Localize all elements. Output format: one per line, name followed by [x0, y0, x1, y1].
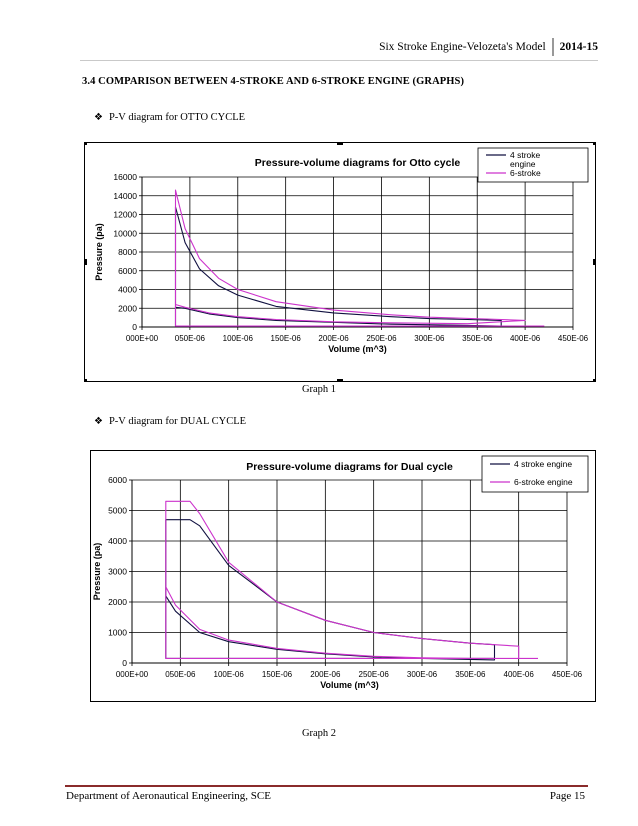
series-line-6-stroke [165, 500, 538, 659]
selection-handle [593, 139, 599, 145]
x-tick-label: 350E-06 [455, 670, 486, 679]
graph-2-caption: Graph 2 [301, 728, 337, 739]
x-axis-title: Volume (m^3) [328, 344, 387, 354]
legend-label: 4 stroke [510, 150, 541, 160]
y-tick-label: 4000 [118, 285, 137, 295]
diamond-bullet-icon: ❖ [94, 112, 103, 123]
y-tick-label: 14000 [113, 191, 137, 201]
dual-cycle-chart: 000E+00 050E-06 100E-06 150E-06 200E-06 250E-… [90, 450, 596, 702]
bullet-dual: ❖ P-V diagram for DUAL CYCLE [94, 416, 246, 427]
y-tick-label: 0 [122, 658, 127, 668]
x-tick-label: 450E-06 [558, 334, 589, 343]
x-tick-label: 200E-06 [318, 334, 349, 343]
selection-handle [337, 379, 343, 385]
y-tick-label: 6000 [108, 475, 127, 485]
legend-label: 4 stroke engine [514, 459, 572, 469]
x-tick-label: 100E-06 [223, 334, 254, 343]
document-title: Six Stroke Engine-Velozeta's Model [379, 41, 546, 53]
x-tick-label: 300E-06 [414, 334, 445, 343]
series-line-4-stroke [174, 206, 502, 327]
footer-page-number: Page 15 [549, 790, 585, 802]
x-tick-label: 400E-06 [504, 670, 535, 679]
y-tick-label: 8000 [118, 247, 137, 257]
series-line-6-stroke [174, 189, 545, 327]
legend-label: 6-stroke [510, 168, 541, 178]
section-title: 3.4 COMPARISON BETWEEN 4-STROKE AND 6-ST… [82, 76, 465, 87]
chart-svg: 000E+00 050E-06 100E-06 150E-06 200E-06 250E-… [81, 139, 599, 385]
selection-handle [81, 379, 87, 385]
selection-handle [593, 259, 599, 265]
y-tick-label: 12000 [113, 210, 137, 220]
x-tick-label: 000E+00 [116, 670, 149, 679]
x-tick-label: 150E-06 [262, 670, 293, 679]
x-tick-label: 100E-06 [214, 670, 245, 679]
bullet-dual-text: P-V diagram for DUAL CYCLE [108, 416, 247, 427]
y-tick-label: 0 [132, 322, 137, 332]
diamond-bullet-icon: ❖ [94, 416, 103, 427]
academic-year: 2014-15 [559, 41, 598, 53]
x-tick-label: 250E-06 [366, 334, 397, 343]
footer-department: Department of Aeronautical Engineering, … [66, 790, 271, 802]
x-tick-label: 050E-06 [175, 334, 206, 343]
x-tick-label: 200E-06 [310, 670, 341, 679]
y-tick-label: 4000 [108, 536, 127, 546]
selection-handle [337, 139, 343, 145]
chart-svg: 000E+00 050E-06 100E-06 150E-06 200E-06 250E-… [90, 450, 596, 702]
running-header: Six Stroke Engine-Velozeta's Model 2014-… [379, 38, 598, 56]
bullet-otto: ❖ P-V diagram for OTTO CYCLE [94, 112, 245, 123]
legend-box [481, 455, 589, 493]
legend-box [477, 147, 589, 183]
x-tick-label: 300E-06 [407, 670, 438, 679]
y-tick-label: 3000 [108, 567, 127, 577]
selection-handle [593, 379, 599, 385]
footer-rule [65, 785, 588, 787]
series-line-4-stroke [165, 519, 496, 661]
y-tick-label: 2000 [118, 303, 137, 313]
y-axis-title: Pressure (pa) [92, 543, 102, 601]
header-rule [80, 60, 598, 61]
x-tick-label: 050E-06 [165, 670, 196, 679]
selection-handle [81, 259, 87, 265]
x-tick-label: 000E+00 [126, 334, 159, 343]
bullet-otto-text: P-V diagram for OTTO CYCLE [108, 112, 246, 123]
x-tick-label: 450E-06 [552, 670, 583, 679]
x-tick-label: 250E-06 [359, 670, 390, 679]
y-tick-label: 1000 [108, 628, 127, 638]
legend-label: 6-stroke engine [514, 477, 573, 487]
x-tick-label: 400E-06 [510, 334, 541, 343]
graph-1-caption: Graph 1 [301, 384, 337, 395]
y-tick-label: 6000 [118, 266, 137, 276]
y-axis-title: Pressure (pa) [94, 223, 104, 281]
y-tick-label: 16000 [113, 172, 137, 182]
x-tick-label: 150E-06 [271, 334, 302, 343]
legend-label: engine [510, 159, 536, 169]
x-axis-title: Volume (m^3) [320, 680, 379, 690]
y-tick-label: 5000 [108, 506, 127, 516]
chart-title: Pressure-volume diagrams for Otto cycle [255, 157, 461, 169]
otto-cycle-chart: 000E+00 050E-06 100E-06 150E-06 200E-06 250E-… [81, 139, 599, 385]
x-tick-label: 350E-06 [462, 334, 493, 343]
y-tick-label: 10000 [113, 228, 137, 238]
chart-title: Pressure-volume diagrams for Dual cycle [246, 461, 453, 473]
header-separator [551, 38, 554, 56]
selection-handle [81, 139, 87, 145]
y-tick-label: 2000 [108, 597, 127, 607]
